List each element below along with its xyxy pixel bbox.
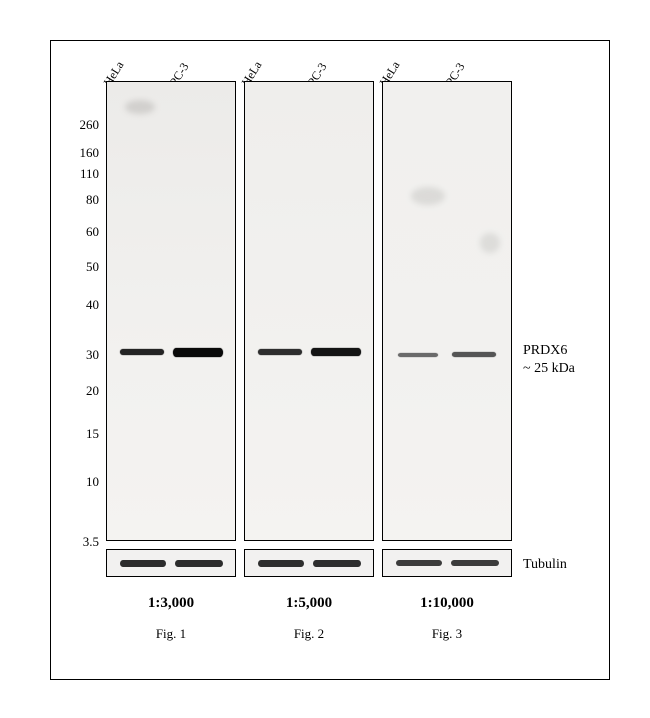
blot-membrane: [244, 81, 374, 541]
figure-label: Fig. 3: [382, 626, 512, 642]
blot-membrane: [382, 81, 512, 541]
ladder-tick: 110: [71, 166, 99, 182]
mw-ladder: 26016011080605040302015103.5: [69, 116, 99, 546]
tubulin-loading-control: [106, 549, 236, 577]
tubulin-band: [396, 560, 442, 566]
tubulin-band: [313, 560, 361, 567]
mw-label: ~ 25 kDa: [523, 361, 575, 377]
ladder-tick: 80: [71, 192, 99, 208]
dilution-label: 1:5,000: [244, 595, 374, 612]
protein-band: [120, 349, 164, 355]
protein-band: [398, 353, 438, 357]
dilution-label: 1:10,000: [382, 595, 512, 612]
tubulin-loading-control: [244, 549, 374, 577]
ladder-tick: 10: [71, 474, 99, 490]
tubulin-band: [258, 560, 304, 567]
target-band-row: [245, 348, 373, 356]
figure-container: 26016011080605040302015103.5 HeLaPC-31:3…: [50, 40, 610, 680]
ladder-tick: 50: [71, 259, 99, 275]
panels-row: HeLaPC-31:3,000Fig. 1HeLaPC-31:5,000Fig.…: [106, 81, 512, 642]
protein-label: PRDX6: [523, 343, 567, 359]
blot-artifact: [411, 187, 445, 205]
panel-fig1: HeLaPC-31:3,000Fig. 1: [106, 81, 236, 642]
panel-fig2: HeLaPC-31:5,000Fig. 2: [244, 81, 374, 642]
blot-membrane: [106, 81, 236, 541]
figure-label: Fig. 1: [106, 626, 236, 642]
target-band-row: [383, 352, 511, 357]
tubulin-label: Tubulin: [523, 557, 567, 573]
panel-fig3: HeLaPC-31:10,000Fig. 3: [382, 81, 512, 642]
tubulin-band: [175, 560, 223, 567]
ladder-tick: 20: [71, 383, 99, 399]
ladder-tick: 160: [71, 145, 99, 161]
tubulin-loading-control: [382, 549, 512, 577]
figure-label: Fig. 2: [244, 626, 374, 642]
ladder-tick: 30: [71, 347, 99, 363]
tubulin-band: [451, 560, 499, 566]
protein-band: [173, 348, 223, 357]
ladder-tick: 40: [71, 297, 99, 313]
ladder-tick: 260: [71, 117, 99, 133]
blot-artifact: [125, 100, 155, 114]
protein-band: [258, 349, 302, 355]
target-band-row: [107, 348, 235, 357]
ladder-tick: 60: [71, 224, 99, 240]
ladder-tick: 3.5: [71, 534, 99, 550]
ladder-tick: 15: [71, 426, 99, 442]
dilution-label: 1:3,000: [106, 595, 236, 612]
protein-band: [311, 348, 361, 356]
tubulin-band: [120, 560, 166, 567]
protein-band: [452, 352, 496, 357]
blot-artifact: [480, 233, 500, 253]
